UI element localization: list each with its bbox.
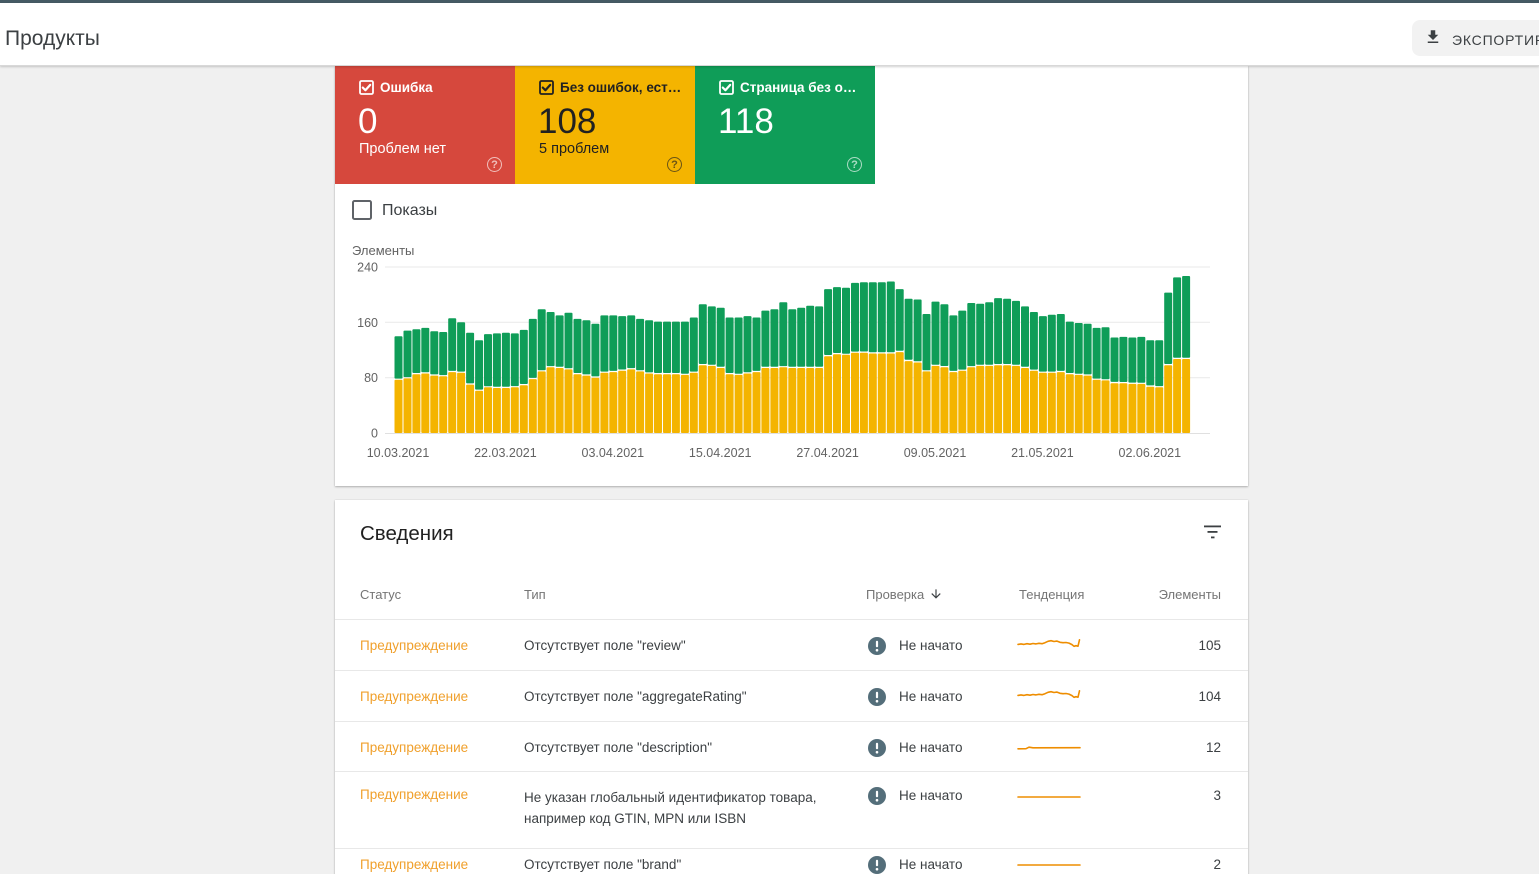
svg-text:02.06.2021: 02.06.2021 — [1119, 446, 1182, 460]
svg-text:Элементы: Элементы — [352, 243, 414, 258]
svg-text:240: 240 — [357, 261, 378, 275]
svg-text:21.05.2021: 21.05.2021 — [1011, 446, 1074, 460]
svg-text:0: 0 — [371, 427, 378, 441]
svg-text:09.05.2021: 09.05.2021 — [904, 446, 967, 460]
svg-text:10.03.2021: 10.03.2021 — [367, 446, 430, 460]
svg-text:27.04.2021: 27.04.2021 — [796, 446, 859, 460]
svg-text:03.04.2021: 03.04.2021 — [582, 446, 645, 460]
svg-text:80: 80 — [364, 371, 378, 385]
svg-text:160: 160 — [357, 316, 378, 330]
svg-text:15.04.2021: 15.04.2021 — [689, 446, 752, 460]
svg-text:22.03.2021: 22.03.2021 — [474, 446, 537, 460]
